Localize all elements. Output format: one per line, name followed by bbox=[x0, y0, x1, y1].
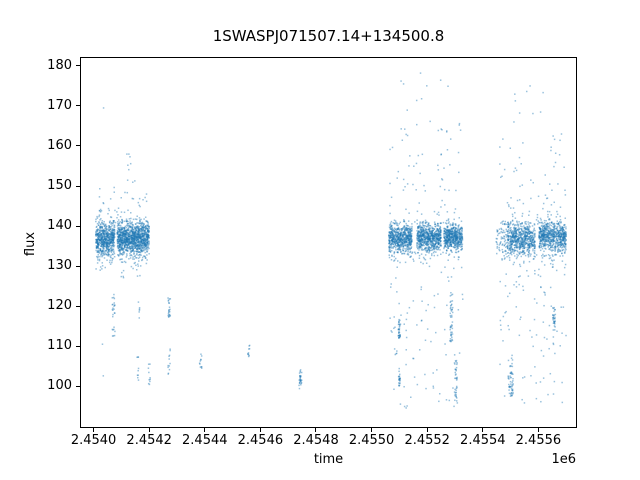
y-tick-label: 180 bbox=[47, 57, 72, 73]
y-tick-label: 140 bbox=[47, 218, 72, 234]
chart-title: 1SWASPJ071507.14+134500.8 bbox=[212, 27, 445, 45]
y-axis-label: flux bbox=[23, 231, 38, 257]
x-tick-label: 2.4542 bbox=[126, 433, 172, 448]
y-tick-mark bbox=[76, 305, 80, 307]
scatter-plot-canvas bbox=[80, 57, 577, 428]
x-tick-label: 2.4552 bbox=[404, 433, 450, 448]
x-axis-label: time bbox=[313, 452, 344, 467]
x-tick-mark bbox=[315, 428, 317, 432]
x-tick-label: 2.4548 bbox=[293, 433, 339, 448]
x-tick-mark bbox=[426, 428, 428, 432]
x-axis-offset-label: 1e6 bbox=[551, 452, 576, 467]
x-tick-mark bbox=[93, 428, 95, 432]
y-tick-mark bbox=[76, 385, 80, 387]
x-tick-label: 2.4546 bbox=[237, 433, 284, 448]
y-tick-mark bbox=[76, 65, 80, 67]
x-tick-label: 2.4556 bbox=[515, 433, 562, 448]
x-tick-mark bbox=[204, 428, 206, 432]
y-tick-mark bbox=[76, 185, 80, 187]
y-tick-label: 100 bbox=[47, 378, 72, 394]
y-tick-label: 130 bbox=[47, 258, 72, 274]
y-tick-label: 170 bbox=[47, 97, 72, 113]
x-tick-label: 2.4540 bbox=[70, 433, 117, 448]
x-tick-label: 2.4554 bbox=[460, 433, 506, 448]
x-tick-mark bbox=[537, 428, 539, 432]
y-tick-label: 120 bbox=[47, 298, 72, 314]
x-tick-mark bbox=[371, 428, 373, 432]
y-tick-mark bbox=[76, 345, 80, 347]
y-tick-mark bbox=[76, 105, 80, 107]
x-tick-mark bbox=[259, 428, 261, 432]
y-tick-label: 150 bbox=[47, 178, 72, 194]
y-tick-mark bbox=[76, 225, 80, 227]
x-tick-mark bbox=[482, 428, 484, 432]
x-tick-label: 2.4544 bbox=[182, 433, 228, 448]
y-tick-mark bbox=[76, 145, 80, 147]
y-tick-label: 110 bbox=[47, 338, 72, 354]
x-tick-label: 2.4550 bbox=[348, 433, 395, 448]
y-tick-mark bbox=[76, 265, 80, 267]
x-tick-mark bbox=[148, 428, 150, 432]
y-tick-label: 160 bbox=[47, 137, 72, 153]
